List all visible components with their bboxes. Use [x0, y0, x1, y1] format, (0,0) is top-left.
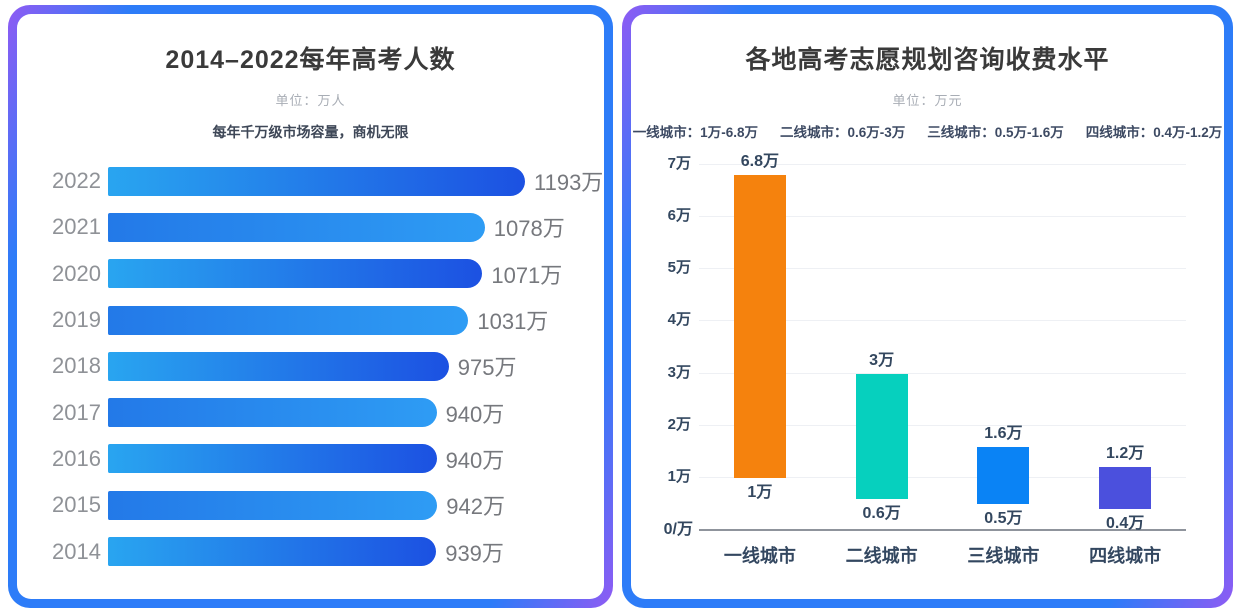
hbar-row: 2022 1193万	[43, 158, 604, 204]
card-consulting-fees-body: 各地高考志愿规划咨询收费水平 单位：万元 一线城市：1万-6.8万 二线城市：0.…	[631, 14, 1224, 599]
gridline	[699, 164, 1186, 165]
hbar-row: 2016 940万	[43, 436, 604, 482]
y-axis-zero-label: 0/万	[663, 521, 693, 538]
gridline	[699, 216, 1186, 218]
range-bar	[1099, 467, 1152, 510]
bar-max-label: 3万	[869, 351, 895, 369]
bar-min-label: 0.4万	[1106, 515, 1145, 533]
bar	[108, 166, 525, 196]
value-label: 939万	[445, 540, 504, 566]
y-axis-tick: 1万	[667, 467, 691, 485]
value-label: 1078万	[493, 216, 565, 242]
y-axis-tick: 7万	[667, 155, 691, 172]
hbar-row: 2014 939万	[43, 528, 604, 574]
page-title-right: 各地高考志愿规划咨询收费水平	[745, 46, 1110, 74]
vbar-chart: 1万 2万 3万 4万 5万 6万 7万 0/万 6.8万 1万 3万 0.6万 1.6万 0.5万 1.2…	[643, 153, 1186, 566]
range-bar	[733, 175, 786, 478]
range-bar	[855, 373, 908, 499]
bar-max-label: 1.6万	[984, 424, 1023, 442]
legend-item: 四线城市：0.4万-1.2万	[1085, 125, 1223, 140]
page-title: 2014–2022每年高考人数	[165, 46, 456, 74]
year-label: 2019	[52, 307, 101, 333]
infographic-cards: 2014–2022每年高考人数 单位：万人 每年千万级市场容量，商机无限 202…	[8, 5, 1233, 608]
hbar-row: 2018 975万	[43, 343, 604, 389]
value-label: 1031万	[477, 309, 549, 335]
bar	[108, 490, 438, 520]
chart-legend: 一线城市：1万-6.8万 二线城市：0.6万-3万 三线城市：0.5万-1.6万 四线…	[631, 121, 1224, 141]
bars-area: 6.8万 1万 3万 0.6万 1.6万 0.5万 1.2万 0.4万	[699, 153, 1186, 533]
x-axis-category-label: 一线城市	[723, 546, 796, 566]
y-axis-tick: 4万	[667, 311, 691, 329]
bar-min-label: 1万	[747, 483, 773, 501]
y-axis-tick: 5万	[667, 259, 691, 277]
year-label: 2022	[52, 168, 101, 194]
card-exam-participants: 2014–2022每年高考人数 单位：万人 每年千万级市场容量，商机无限 202…	[8, 5, 613, 608]
hbar-row: 2021 1078万	[43, 204, 604, 250]
unit-label-left: 单位：万人	[275, 93, 346, 108]
value-label: 940万	[445, 447, 505, 473]
hbar-chart: 2022 1193万 2021 1078万 2020 1071万 2019 1031万 2018…	[17, 158, 604, 575]
legend-item: 一线城市：1万-6.8万	[632, 125, 758, 140]
bar	[108, 259, 483, 289]
year-label: 2020	[52, 260, 101, 286]
gridline	[699, 476, 1186, 478]
year-label: 2015	[52, 492, 101, 518]
value-label: 1193万	[534, 170, 604, 196]
bar-max-label: 6.8万	[740, 153, 779, 171]
unit-label-right: 单位：万元	[892, 93, 963, 108]
y-axis-tick: 6万	[667, 207, 691, 225]
y-axis-tick: 3万	[667, 363, 691, 381]
year-label: 2021	[52, 214, 101, 240]
hbar-row: 2019 1031万	[43, 297, 604, 343]
market-tagline: 每年千万级市场容量，商机无限	[212, 124, 409, 140]
gridline	[699, 424, 1186, 426]
bar	[108, 537, 437, 567]
bar-min-label: 0.5万	[984, 509, 1023, 527]
year-label: 2018	[52, 353, 101, 379]
x-axis-category-label: 二线城市	[845, 546, 918, 566]
hbar-row: 2015 942万	[43, 482, 604, 528]
bar-min-label: 0.6万	[862, 504, 901, 522]
bar	[108, 305, 469, 335]
value-label: 942万	[446, 494, 505, 520]
x-axis-labels: 一线城市 二线城市 三线城市 四线城市	[699, 542, 1186, 568]
legend-item: 二线城市：0.6万-3万	[779, 125, 906, 140]
y-axis-tick: 2万	[667, 415, 691, 433]
bar	[108, 444, 437, 474]
year-label: 2017	[52, 399, 101, 425]
hbar-row: 2017 940万	[43, 389, 604, 435]
bar	[108, 398, 437, 428]
card-exam-participants-body: 2014–2022每年高考人数 单位：万人 每年千万级市场容量，商机无限 202…	[17, 14, 604, 599]
value-label: 940万	[445, 401, 505, 427]
bar	[108, 212, 485, 242]
hbar-row: 2020 1071万	[43, 251, 604, 297]
gridline	[699, 268, 1186, 270]
x-axis-line	[699, 529, 1186, 531]
year-label: 2016	[52, 445, 101, 471]
value-label: 1071万	[491, 262, 563, 288]
range-bar	[977, 446, 1030, 504]
x-axis-category-label: 四线城市	[1089, 546, 1162, 566]
value-label: 975万	[457, 355, 517, 381]
year-label: 2014	[52, 538, 101, 564]
bar	[108, 351, 449, 381]
x-axis-category-label: 三线城市	[967, 546, 1040, 566]
card-consulting-fees: 各地高考志愿规划咨询收费水平 单位：万元 一线城市：1万-6.8万 二线城市：0.…	[622, 5, 1233, 608]
bar-max-label: 1.2万	[1106, 445, 1145, 463]
legend-item: 三线城市：0.5万-1.6万	[927, 125, 1064, 140]
gridline	[699, 320, 1186, 322]
gridline	[699, 372, 1186, 374]
